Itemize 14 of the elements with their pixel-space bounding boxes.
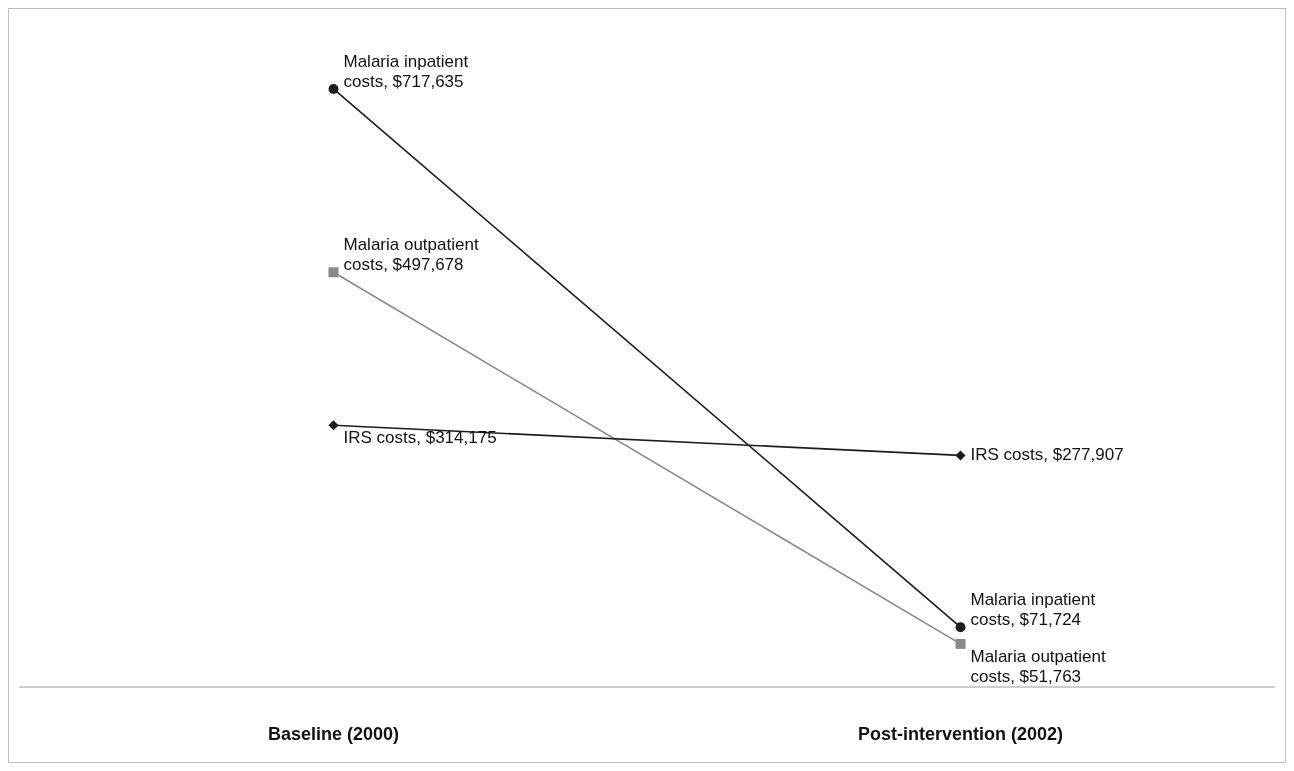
x-tick-label: Post-intervention (2002) (857, 724, 1064, 744)
data-label: Malaria outpatient costs, $497,678 (343, 235, 479, 275)
point (955, 638, 966, 649)
data-label: Malaria inpatient costs, $71,724 (970, 590, 1096, 630)
data-label: IRS costs, $314,175 (343, 428, 497, 448)
point (955, 450, 966, 461)
data-label: Malaria outpatient costs, $51,763 (970, 646, 1106, 686)
data-label: IRS costs, $277,907 (970, 445, 1124, 465)
data-label: Malaria inpatient costs, $717,635 (343, 51, 469, 91)
point (328, 267, 339, 278)
x-tick-label: Baseline (2000) (267, 724, 400, 744)
point (328, 420, 339, 431)
point (955, 622, 966, 633)
point (328, 83, 339, 94)
